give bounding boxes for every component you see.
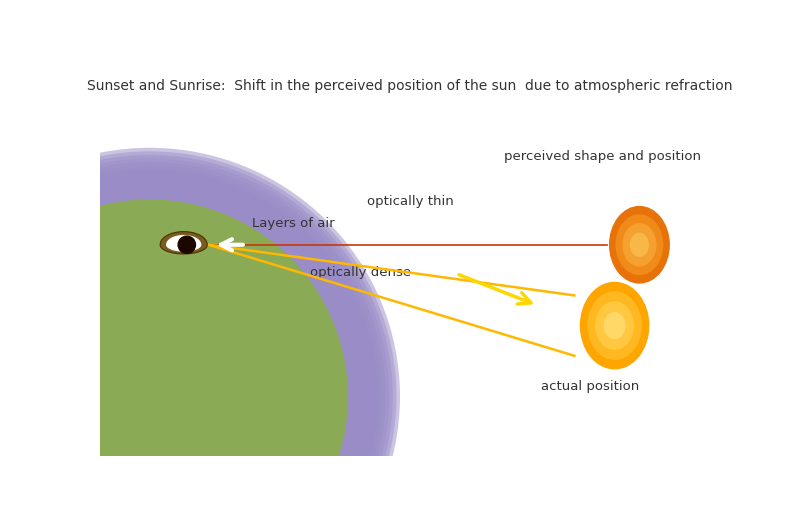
Ellipse shape: [0, 158, 390, 512]
Ellipse shape: [623, 224, 656, 266]
Ellipse shape: [0, 165, 382, 512]
Ellipse shape: [0, 169, 378, 512]
Ellipse shape: [0, 162, 386, 512]
Text: optically dense: optically dense: [310, 266, 411, 279]
Text: actual position: actual position: [541, 380, 639, 393]
Ellipse shape: [604, 313, 625, 338]
Ellipse shape: [0, 194, 354, 512]
Ellipse shape: [0, 173, 375, 512]
Polygon shape: [160, 231, 207, 254]
Ellipse shape: [581, 283, 649, 369]
Ellipse shape: [616, 215, 662, 274]
Ellipse shape: [0, 148, 400, 512]
Text: optically thin: optically thin: [366, 195, 454, 208]
Polygon shape: [166, 235, 202, 251]
Ellipse shape: [596, 302, 634, 349]
Text: Layers of air: Layers of air: [252, 217, 334, 229]
Ellipse shape: [0, 183, 364, 512]
Ellipse shape: [0, 190, 357, 512]
Ellipse shape: [0, 180, 368, 512]
Ellipse shape: [0, 152, 397, 512]
Text: Sunset and Sunrise:  Shift in the perceived position of the sun  due to atmosphe: Sunset and Sunrise: Shift in the perceiv…: [87, 79, 733, 93]
Ellipse shape: [0, 199, 348, 512]
Ellipse shape: [630, 233, 648, 256]
Text: perceived shape and position: perceived shape and position: [504, 150, 701, 162]
Ellipse shape: [178, 236, 195, 253]
Ellipse shape: [0, 176, 371, 512]
Ellipse shape: [0, 187, 361, 512]
Ellipse shape: [610, 206, 669, 283]
Ellipse shape: [588, 292, 641, 359]
Ellipse shape: [0, 155, 393, 512]
